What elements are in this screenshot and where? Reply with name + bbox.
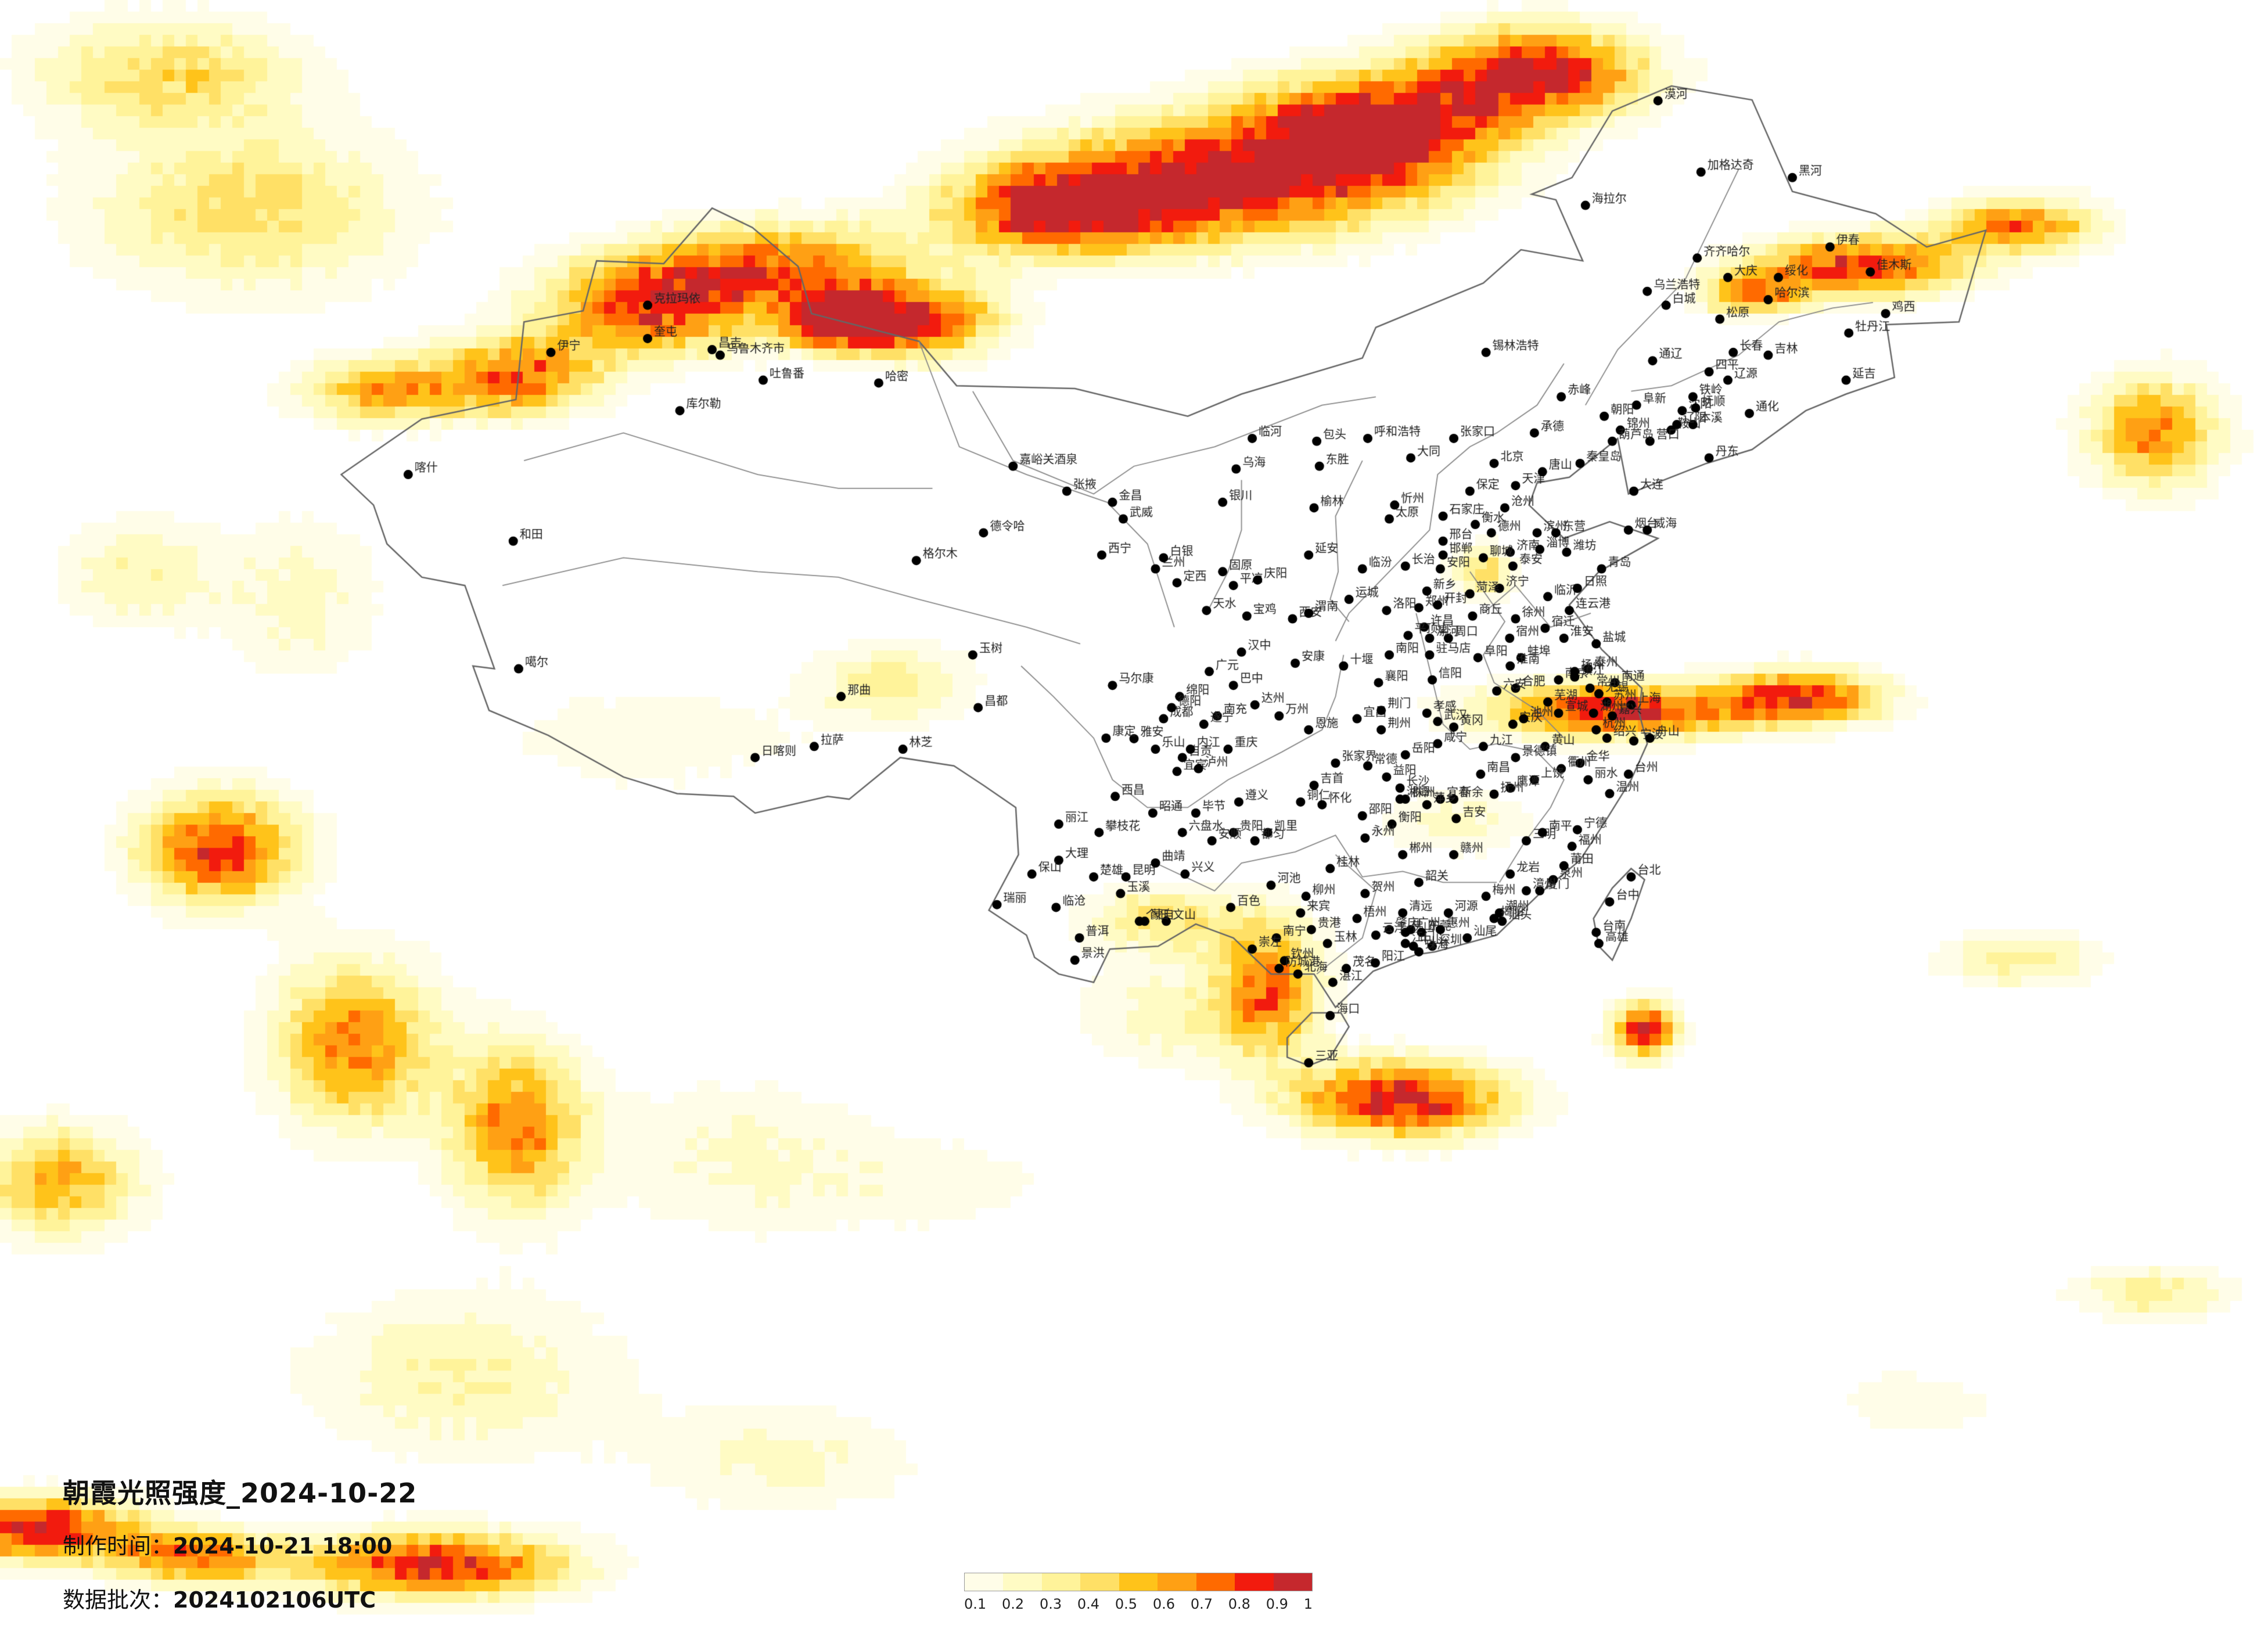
map-title-block: 朝霞光照强度_2024-10-22 制作时间：2024-10-21 18:00 … [63, 1472, 417, 1636]
color-legend: 0.1 0.2 0.3 0.4 0.5 0.6 0.7 0.8 0.9 1 [964, 1573, 1313, 1612]
legend-swatch [1003, 1573, 1042, 1591]
map-title: 朝霞光照强度_2024-10-22 [63, 1477, 418, 1509]
data-batch-value: 2024102106UTC [173, 1587, 376, 1613]
legend-swatch [1080, 1573, 1119, 1591]
production-time-label: 制作时间： [63, 1533, 174, 1559]
data-batch-label: 数据批次： [63, 1587, 174, 1613]
production-time-value: 2024-10-21 18:00 [173, 1533, 393, 1559]
legend-tick: 1 [1303, 1596, 1313, 1612]
legend-swatch [1235, 1573, 1274, 1591]
legend-swatch [965, 1573, 1004, 1591]
legend-swatch [1119, 1573, 1158, 1591]
legend-tick: 0.4 [1077, 1596, 1100, 1612]
legend-tick: 0.9 [1266, 1596, 1288, 1612]
legend-tick: 0.1 [964, 1596, 987, 1612]
data-batch: 数据批次：2024102106UTC [63, 1582, 417, 1614]
legend-tick: 0.8 [1228, 1596, 1250, 1612]
legend-tick: 0.3 [1039, 1596, 1062, 1612]
legend-swatch [1196, 1573, 1235, 1591]
legend-swatch [1041, 1573, 1081, 1591]
production-time: 制作时间：2024-10-21 18:00 [63, 1528, 417, 1560]
legend-swatch [1158, 1573, 1196, 1591]
legend-ticks: 0.1 0.2 0.3 0.4 0.5 0.6 0.7 0.8 0.9 1 [964, 1596, 1313, 1612]
legend-tick: 0.6 [1152, 1596, 1176, 1612]
legend-tick: 0.2 [1001, 1596, 1025, 1612]
legend-color-bar [964, 1573, 1313, 1591]
legend-tick: 0.5 [1115, 1596, 1138, 1612]
legend-swatch [1273, 1573, 1312, 1591]
legend-tick: 0.7 [1190, 1596, 1213, 1612]
